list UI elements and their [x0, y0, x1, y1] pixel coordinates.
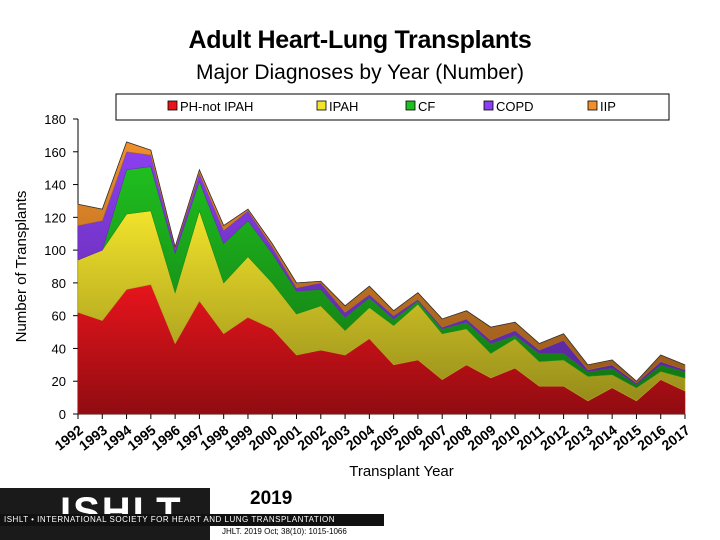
legend-swatch-copd — [483, 100, 494, 111]
legend-swatch-ph-not-ipah — [167, 100, 178, 111]
y-tick-label-60: 60 — [52, 309, 66, 324]
legend-box — [115, 93, 670, 121]
y-axis-title: Number of Transplants — [13, 191, 30, 343]
legend-label-ipah: IPAH — [329, 99, 358, 114]
y-tick-label-160: 160 — [44, 145, 66, 160]
report-year: 2019 — [250, 488, 293, 509]
stack-top-outline — [77, 141, 686, 382]
legend-label-ph-not-ipah: PH-not IPAH — [180, 99, 253, 114]
y-tick-label-20: 20 — [52, 374, 66, 389]
y-tick-label-0: 0 — [59, 407, 66, 422]
x-tick-label-2017: 2017 — [658, 422, 693, 454]
legend-swatch-cf — [405, 100, 416, 111]
footer: ISHLT ISHLT • INTERNATIONAL SOCIETY FOR … — [0, 488, 384, 540]
legend-label-iip: IIP — [600, 99, 616, 114]
chart-subtitle: Major Diagnoses by Year (Number) — [196, 61, 524, 84]
y-tick-label-80: 80 — [52, 276, 66, 291]
y-tick-label-140: 140 — [44, 178, 66, 193]
chart-title: Adult Heart-Lung Transplants — [188, 26, 532, 54]
y-tick-label-180: 180 — [44, 112, 66, 127]
citation: JHLT. 2019 Oct; 38(10): 1015-1066 — [222, 527, 347, 536]
legend-swatch-ipah — [316, 100, 327, 111]
x-axis-title: Transplant Year — [349, 463, 454, 480]
ishlt-logo-strip: ISHLT • INTERNATIONAL SOCIETY FOR HEART … — [0, 514, 384, 526]
legend-label-copd: COPD — [496, 99, 534, 114]
legend-label-cf: CF — [418, 99, 435, 114]
legend-swatch-iip — [587, 100, 598, 111]
y-tick-label-40: 40 — [52, 341, 66, 356]
ishlt-logo-text: ISHLT — [60, 490, 183, 534]
y-tick-label-100: 100 — [44, 243, 66, 258]
chart-canvas: 0204060801001201401601801992199319941995… — [13, 93, 693, 480]
y-tick-label-120: 120 — [44, 210, 66, 225]
